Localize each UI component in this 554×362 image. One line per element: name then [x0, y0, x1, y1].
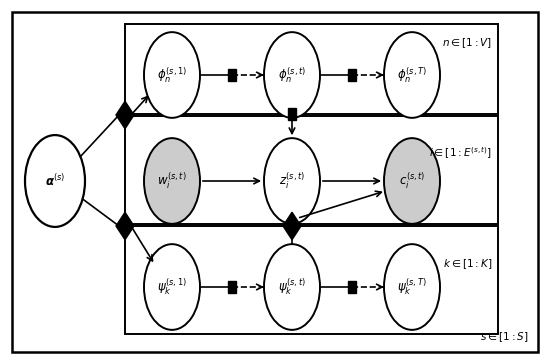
Text: $s \in [1:S]$: $s \in [1:S]$ [480, 330, 528, 344]
Bar [228, 69, 236, 81]
Ellipse shape [25, 135, 85, 227]
Ellipse shape [384, 32, 440, 118]
Text: $c_i^{(s,t)}$: $c_i^{(s,t)}$ [399, 171, 425, 191]
Text: $\phi_n^{(s,t)}$: $\phi_n^{(s,t)}$ [278, 65, 306, 85]
Text: $\phi_n^{(s,1)}$: $\phi_n^{(s,1)}$ [157, 65, 187, 85]
Ellipse shape [144, 244, 200, 330]
Bar [288, 108, 296, 120]
Ellipse shape [144, 32, 200, 118]
Text: $\psi_k^{(s,1)}$: $\psi_k^{(s,1)}$ [157, 277, 187, 297]
Polygon shape [116, 101, 134, 129]
Ellipse shape [264, 32, 320, 118]
Bar [348, 281, 356, 293]
Text: $n \in [1:V]$: $n \in [1:V]$ [442, 36, 492, 50]
Ellipse shape [264, 138, 320, 224]
Bar [348, 69, 356, 81]
Bar [125, 24, 498, 114]
Ellipse shape [144, 138, 200, 224]
Text: $k \in [1:K]$: $k \in [1:K]$ [443, 257, 492, 271]
Text: $\boldsymbol{\alpha}^{(s)}$: $\boldsymbol{\alpha}^{(s)}$ [45, 173, 65, 189]
Text: $\phi_n^{(s,T)}$: $\phi_n^{(s,T)}$ [397, 65, 427, 85]
Text: $i \in [1:E^{(s,t)}]$: $i \in [1:E^{(s,t)}]$ [429, 145, 492, 161]
Ellipse shape [384, 244, 440, 330]
Bar [125, 116, 498, 224]
Ellipse shape [264, 244, 320, 330]
Polygon shape [116, 212, 134, 240]
Polygon shape [283, 212, 301, 240]
Text: $\psi_k^{(s,t)}$: $\psi_k^{(s,t)}$ [278, 277, 306, 297]
Bar [228, 281, 236, 293]
Bar [125, 226, 498, 334]
Text: $z_i^{(s,t)}$: $z_i^{(s,t)}$ [279, 171, 305, 191]
Ellipse shape [384, 138, 440, 224]
Text: $w_i^{(s,t)}$: $w_i^{(s,t)}$ [157, 171, 187, 191]
Text: $\psi_k^{(s,T)}$: $\psi_k^{(s,T)}$ [397, 277, 427, 297]
